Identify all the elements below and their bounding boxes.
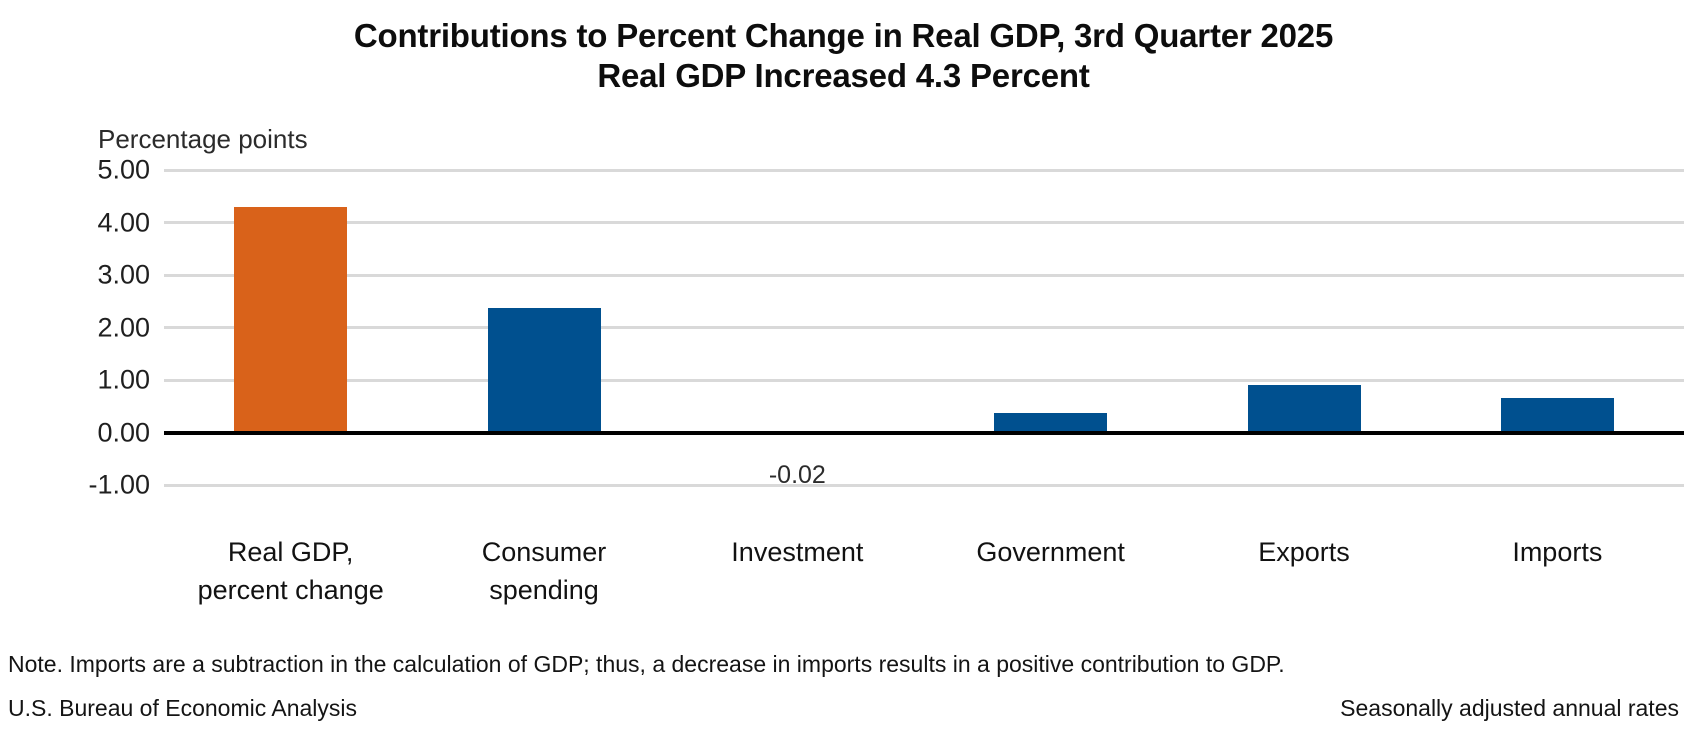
gridline [164, 483, 1684, 487]
x-axis-category-label: Government [976, 533, 1125, 571]
y-axis-tick-label: -1.00 [88, 469, 150, 500]
bar[interactable] [1500, 397, 1614, 433]
x-axis-category-label: Imports [1512, 533, 1602, 571]
gridline [164, 168, 1684, 172]
y-axis-tick-label: 5.00 [97, 154, 150, 185]
footer-note: Note. Imports are a subtraction in the c… [8, 651, 1285, 677]
bar-value-label: -0.02 [768, 460, 826, 489]
gridline [164, 378, 1684, 382]
chart-title-line-2: Real GDP Increased 4.3 Percent [597, 57, 1090, 95]
y-axis-unit-label: Percentage points [98, 124, 308, 154]
bar[interactable] [994, 412, 1108, 433]
category-label-line-2: spending [489, 575, 599, 606]
chart-container: Percentage points -1.00 0.00 1.00 2.00 3.00 4… [0, 120, 1687, 620]
bar[interactable] [487, 307, 601, 433]
y-axis-tick-label: 0.00 [97, 417, 150, 447]
category-label-line-1: Real GDP, [227, 537, 354, 567]
y-axis-tick-label: 3.00 [97, 259, 150, 290]
footer-source-agency: U.S. Bureau of Economic Analysis [8, 695, 357, 721]
chart-footer: Note. Imports are a subtraction in the c… [0, 637, 1687, 747]
chart-title-line-1: Contributions to Percent Change in Real … [353, 17, 1334, 54]
category-label-line-2: percent change [197, 575, 384, 606]
x-axis-category-label: Exports [1258, 533, 1350, 571]
x-axis-category-label: Real GDP, percent change [198, 533, 384, 610]
bar[interactable] [234, 206, 348, 433]
y-axis-tick-label: 1.00 [97, 364, 150, 395]
category-label-line-1: Imports [1512, 537, 1603, 567]
bar[interactable] [1247, 384, 1361, 433]
category-label-line-1: Investment [731, 537, 864, 567]
gridline [164, 273, 1684, 277]
y-axis-tick-label: 2.00 [97, 312, 150, 342]
y-axis-tick-label: 4.00 [97, 207, 150, 237]
category-label-line-1: Exports [1258, 537, 1350, 567]
category-label-line-1: Government [976, 537, 1125, 567]
gridline [164, 221, 1684, 224]
zero-axis-line [164, 430, 1684, 435]
plot-area: -1.00 0.00 1.00 2.00 3.00 4.00 5.00 Real GDP, pe… [88, 155, 1684, 605]
x-axis-category-label: Investment [731, 533, 863, 571]
gridline [164, 326, 1684, 329]
x-axis-category-label: Consumer spending [482, 533, 607, 610]
category-label-line-1: Consumer [481, 537, 607, 567]
chart-title-block: Contributions to Percent Change in Real … [0, 16, 1687, 97]
footer-rates-note: Seasonally adjusted annual rates [1340, 695, 1679, 721]
